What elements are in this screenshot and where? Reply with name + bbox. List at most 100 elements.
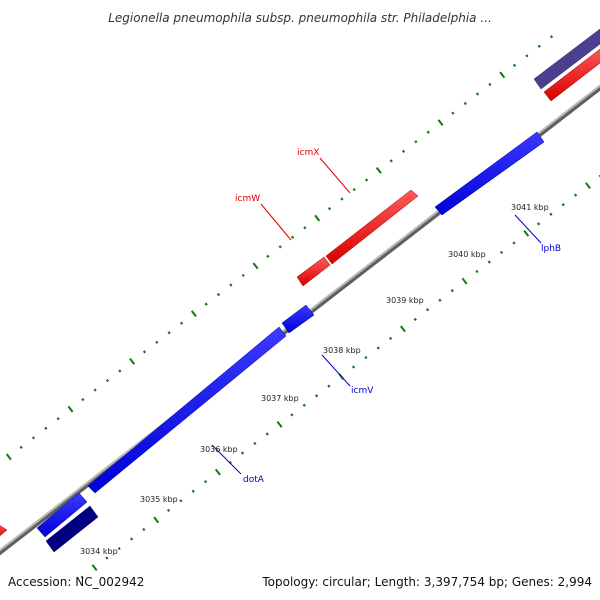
gene-arrow-icmW[interactable] [296,256,331,287]
minor-tick-dot [129,537,134,541]
major-tick-mark [91,564,98,572]
tick-label-3041: 3041 kbp [511,203,549,212]
major-tick-mark [214,468,221,476]
gene-arrow-right-edge-red[interactable] [543,46,600,102]
minor-tick-dot [389,159,393,163]
minor-tick-dot [388,336,393,341]
minor-tick-dot [512,241,516,245]
gene-label-icmW[interactable]: icmW [235,194,260,204]
minor-tick-dot [500,250,504,255]
minor-tick-dot [203,480,208,484]
minor-tick-dot [118,369,122,373]
minor-tick-dot [574,193,578,197]
minor-tick-dot [364,355,368,360]
minor-tick-dot [512,63,517,67]
tick-label-3037: 3037 kbp [261,394,299,403]
major-tick-mark [523,229,530,237]
minor-tick-dot [302,403,306,407]
major-tick-mark [190,310,197,318]
gene-label-lphB[interactable]: lphB [541,244,561,254]
tick-label-3036: 3036 kbp [200,445,238,454]
major-tick-mark [585,182,591,190]
major-tick-mark [400,325,406,333]
genome-summary: Topology: circular; Length: 3,397,754 bp… [261,575,592,589]
minor-tick-dot [179,499,183,503]
gene-arrow-left-edge-red[interactable] [0,523,8,539]
minor-tick-dot [265,432,269,436]
minor-tick-dot [204,302,208,306]
gene-arrow-dark-navy[interactable] [45,505,99,553]
minor-tick-dot [31,436,36,440]
minor-tick-dot [488,82,492,87]
minor-tick-dot [537,222,541,226]
minor-tick-dot [525,54,529,58]
minor-tick-dot [44,426,48,430]
minor-tick-dot [56,417,60,421]
inner-dot-track [5,35,554,461]
gene-labels: icmW icmX lphB icmV dotA [235,148,561,485]
gene-arrow-left-blue[interactable] [36,492,88,538]
major-tick-mark [5,453,12,461]
minor-tick-dot [352,187,356,192]
accession-label: Accession: NC_002942 [8,575,144,589]
map-title: Legionella pneumophila subsp. pneumophil… [108,11,492,25]
gene-arrow-icmX[interactable] [325,189,419,265]
gene-arrow-dotA[interactable] [87,326,287,494]
minor-tick-dot [327,207,332,211]
minor-tick-dot [253,441,257,446]
minor-tick-dot [240,451,245,455]
leader-line-icmW [260,203,292,241]
minor-tick-dot [80,575,84,579]
minor-tick-dot [327,384,331,388]
minor-tick-dot [303,226,307,230]
gene-label-icmV[interactable]: icmV [351,386,374,396]
minor-tick-dot [463,101,467,106]
leader-line-icmV [321,354,351,387]
minor-tick-dot [278,245,282,249]
gene-arrow-purple[interactable] [533,26,600,90]
major-tick-mark [67,405,74,413]
minor-tick-dot [549,212,553,216]
outer-dot-track [80,174,600,579]
minor-tick-dot [549,35,554,39]
minor-tick-dot [438,298,442,302]
gene-label-dotA[interactable]: dotA [243,475,265,485]
leader-line-dotA [211,444,242,475]
minor-tick-dot [167,331,171,335]
minor-tick-dot [451,111,455,115]
tick-label-3035: 3035 kbp [140,495,178,504]
tick-label-3034: 3034 kbp [80,547,118,556]
tick-dot-tracks [5,35,600,579]
tick-label-3038: 3038 kbp [323,346,361,355]
minor-tick-dot [290,235,295,239]
major-tick-mark [252,262,259,270]
major-tick-mark [314,214,321,222]
minor-tick-dot [561,203,565,207]
major-tick-mark [499,71,506,79]
gene-arrow-icmV[interactable] [281,304,315,334]
minor-tick-dot [425,308,430,312]
major-tick-mark [375,166,382,174]
minor-tick-dot [216,292,221,297]
gene-leader-lines [211,157,542,475]
minor-tick-dot [364,178,369,182]
major-tick-mark [129,357,136,365]
minor-tick-dot [93,388,97,392]
gene-label-icmX[interactable]: icmX [297,148,319,158]
major-tick-mark [276,420,283,428]
minor-tick-dot [376,346,380,350]
minor-tick-dot [105,556,109,560]
major-tick-mark [461,277,468,285]
minor-tick-dot [142,350,147,354]
major-tick-mark [153,516,160,524]
minor-tick-dot [81,397,85,402]
minor-tick-dot [19,445,23,449]
minor-tick-dot [413,317,417,321]
minor-tick-dot [290,413,294,417]
minor-tick-dot [155,340,159,344]
gene-arrow-lphB[interactable] [434,131,545,216]
minor-tick-dot [351,365,356,369]
minor-tick-dot [117,546,121,551]
minor-tick-dot [487,260,491,264]
